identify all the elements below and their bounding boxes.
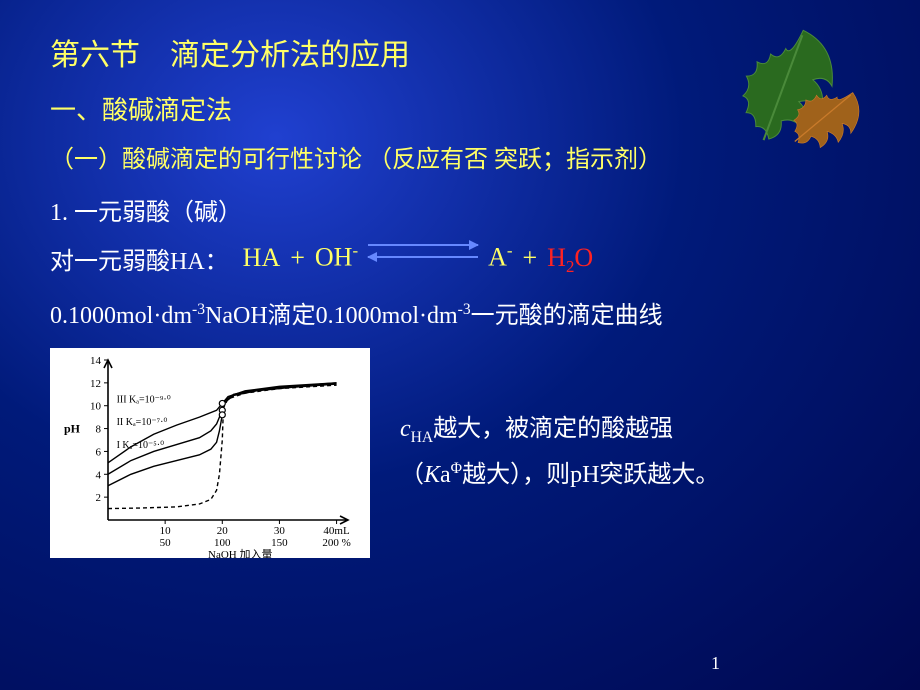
svg-text:200 %: 200 % bbox=[322, 537, 350, 549]
svg-text:pH: pH bbox=[64, 421, 81, 435]
svg-text:30: 30 bbox=[274, 525, 286, 537]
explanation-line-2: （KaΦ越大），则pH突跃越大。 bbox=[400, 453, 719, 499]
titration-chart: 2468101214pH1050201003015040mL200 %NaOH … bbox=[50, 348, 370, 558]
equilibrium-arrow-icon bbox=[368, 242, 478, 266]
svg-text:100: 100 bbox=[214, 537, 231, 549]
leaf-decoration bbox=[730, 10, 890, 150]
svg-text:50: 50 bbox=[160, 537, 172, 549]
equation-line: 对一元弱酸HA： HA + OH- A- + H2O bbox=[50, 241, 870, 277]
svg-text:II Kₐ=10⁻⁷·⁰: II Kₐ=10⁻⁷·⁰ bbox=[117, 417, 168, 428]
svg-text:III Kₐ=10⁻⁹·⁰: III Kₐ=10⁻⁹·⁰ bbox=[117, 394, 171, 405]
svg-text:2: 2 bbox=[96, 492, 102, 504]
svg-text:8: 8 bbox=[96, 423, 102, 435]
eq-oh: OH- bbox=[315, 241, 358, 273]
explanation-text: cHA越大，被滴定的酸越强 （KaΦ越大），则pH突跃越大。 bbox=[400, 407, 719, 498]
eq-plus-1: + bbox=[290, 243, 305, 273]
page-number: 1 bbox=[711, 653, 720, 674]
heading-2-main: （一）酸碱滴定的可行性讨论 bbox=[50, 147, 362, 173]
svg-text:10: 10 bbox=[160, 525, 172, 537]
explanation-line-1: cHA越大，被滴定的酸越强 bbox=[400, 407, 719, 453]
svg-text:40mL: 40mL bbox=[323, 525, 350, 537]
svg-text:6: 6 bbox=[96, 446, 102, 458]
eq-h2o: H2O bbox=[547, 243, 593, 277]
equation: HA + OH- A- + H2O bbox=[243, 241, 594, 277]
curve-description: 0.1000mol·dm-3NaOH滴定0.1000mol·dm-3一元酸的滴定… bbox=[50, 295, 870, 330]
svg-text:10: 10 bbox=[90, 401, 102, 413]
eq-a: A- bbox=[488, 241, 512, 273]
svg-text:14: 14 bbox=[90, 355, 102, 367]
eq-plus-2: + bbox=[523, 243, 538, 273]
heading-2-note: （反应有否 突跃；指示剂） bbox=[368, 147, 662, 173]
svg-text:I Kₐ=10⁻⁵·⁰: I Kₐ=10⁻⁵·⁰ bbox=[117, 440, 165, 451]
svg-text:4: 4 bbox=[96, 469, 102, 481]
svg-text:12: 12 bbox=[90, 378, 101, 390]
equation-label: 对一元弱酸HA： bbox=[50, 241, 229, 276]
svg-text:20: 20 bbox=[217, 525, 229, 537]
heading-3: 1. 一元弱酸（碱） bbox=[50, 192, 870, 227]
svg-text:150: 150 bbox=[271, 537, 288, 549]
svg-text:NaOH 加入量: NaOH 加入量 bbox=[208, 548, 272, 558]
eq-ha: HA bbox=[243, 243, 281, 273]
